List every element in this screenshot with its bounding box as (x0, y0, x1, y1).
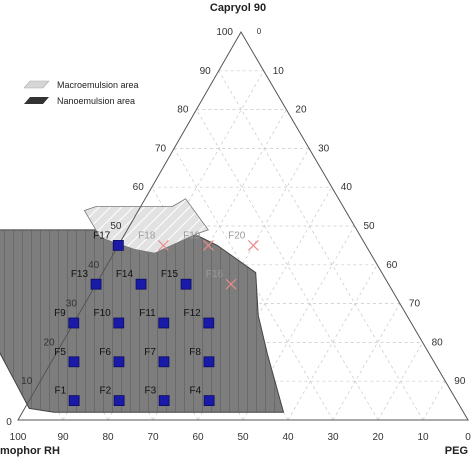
nanoemulsion-region (0, 229, 285, 413)
point-label-f6: F6 (99, 347, 111, 358)
bottom-axis-tick-label: 30 (327, 432, 339, 443)
right-component-label: PEG (445, 445, 468, 457)
point-marker-f15 (180, 278, 192, 290)
legend: Macroemulsion area Nanoemulsion area (23, 80, 139, 106)
point-marker-f11 (158, 317, 170, 329)
point-label-f5: F5 (54, 347, 66, 358)
point-label-f4: F4 (189, 386, 201, 397)
point-marker-f13 (90, 278, 102, 290)
left-axis-tick-label: 10 (21, 376, 33, 387)
point-label-f14: F14 (116, 269, 134, 280)
point-label-f10: F10 (94, 308, 112, 319)
left-axis-tick-label: 90 (200, 66, 212, 77)
point-label-f18: F18 (138, 230, 156, 241)
right-axis-tick-label: 60 (386, 260, 398, 271)
left-axis-tick-label: 30 (66, 299, 78, 310)
point-marker-f4 (203, 395, 215, 407)
point-marker-f5 (68, 356, 80, 368)
gridline-right-80 (377, 342, 423, 421)
point-label-f16: F16 (206, 269, 224, 280)
point-marker-f2 (113, 395, 125, 407)
point-marker-f6 (113, 356, 125, 368)
point-label-f9: F9 (54, 308, 66, 319)
right-axis-tick-label: 20 (295, 105, 307, 116)
gridline-right-90 (422, 381, 446, 421)
left-axis-tick-label: 70 (155, 143, 167, 154)
point-label-f1: F1 (54, 386, 66, 397)
point-label-f8: F8 (189, 347, 201, 358)
corner-label-apex-zero: 0 (257, 27, 262, 36)
point-label-f20: F20 (228, 230, 246, 241)
point-marker-f18-b (157, 239, 169, 251)
point-label-f17: F17 (93, 230, 111, 241)
corner-label-left-zero: 0 (6, 417, 12, 428)
corner-label-bottom-right: 0 (465, 432, 471, 443)
point-marker-f3 (158, 395, 170, 407)
right-axis-tick-label: 90 (454, 376, 466, 387)
point-marker-f9 (68, 317, 80, 329)
point-label-f19: F19 (183, 230, 201, 241)
point-marker-f8 (203, 356, 215, 368)
right-axis-tick-label: 10 (273, 66, 285, 77)
point-marker-f16-b (225, 278, 237, 290)
corner-label-bottom-left: 100 (10, 432, 27, 443)
right-axis-tick-label: 70 (409, 299, 421, 310)
bottom-axis-tick-label: 90 (57, 432, 69, 443)
gridline-left-10 (218, 70, 424, 421)
axis-tick-labels: 1020304050607080901001020304050607080909… (21, 27, 466, 443)
legend-swatch-macroemulsion (23, 80, 50, 89)
point-marker-f10 (113, 317, 125, 329)
bottom-axis-tick-label: 60 (192, 432, 204, 443)
point-marker-f20-b (247, 239, 259, 251)
left-axis-tick-label: 40 (88, 260, 100, 271)
point-marker-f17 (112, 239, 124, 251)
point-label-f15: F15 (161, 269, 179, 280)
legend-label-macroemulsion: Macroemulsion area (57, 80, 139, 90)
bottom-axis-tick-label: 10 (417, 432, 429, 443)
point-marker-f12 (203, 317, 215, 329)
bottom-axis-tick-label: 50 (237, 432, 249, 443)
gridline-right-70 (332, 303, 401, 421)
right-axis-tick-label: 50 (364, 221, 376, 232)
bottom-axis-tick-label: 80 (102, 432, 114, 443)
bottom-axis-tick-label: 70 (147, 432, 159, 443)
left-axis-tick-label: 80 (177, 105, 189, 116)
formulation-points: F1 F2 F3 F4 F5 F6 F7 F8 F9 F10 F11 F12 F13 F14 F15 F16 F… (54, 230, 259, 407)
left-axis-tick-label: 50 (110, 221, 122, 232)
point-marker-f7 (158, 356, 170, 368)
legend-swatch-nanoemulsion (24, 97, 49, 104)
right-axis-tick-label: 30 (318, 143, 330, 154)
left-axis-tick-label: 100 (216, 27, 233, 38)
point-label-f11: F11 (139, 308, 156, 319)
triangle-frame (17, 31, 469, 421)
point-marker-f14 (135, 278, 147, 290)
apex-component-label: Capryol 90 (210, 2, 266, 14)
left-component-label: mophor RH (0, 445, 60, 457)
right-axis-tick-label: 80 (432, 337, 444, 348)
bottom-axis-tick-label: 40 (282, 432, 294, 443)
bottom-axis-tick-label: 20 (372, 432, 384, 443)
point-marker-f1 (68, 395, 80, 407)
point-label-f12: F12 (184, 308, 202, 319)
point-label-f13: F13 (71, 269, 89, 280)
right-axis-tick-label: 40 (341, 182, 353, 193)
point-label-f2: F2 (99, 386, 111, 397)
left-axis-tick-label: 60 (133, 182, 145, 193)
point-marker-f19-b (202, 239, 214, 251)
point-label-f3: F3 (144, 386, 156, 397)
left-axis-tick-label: 20 (43, 337, 55, 348)
legend-label-nanoemulsion: Nanoemulsion area (57, 96, 135, 106)
triangle-outline (17, 31, 469, 421)
point-label-f7: F7 (144, 347, 156, 358)
